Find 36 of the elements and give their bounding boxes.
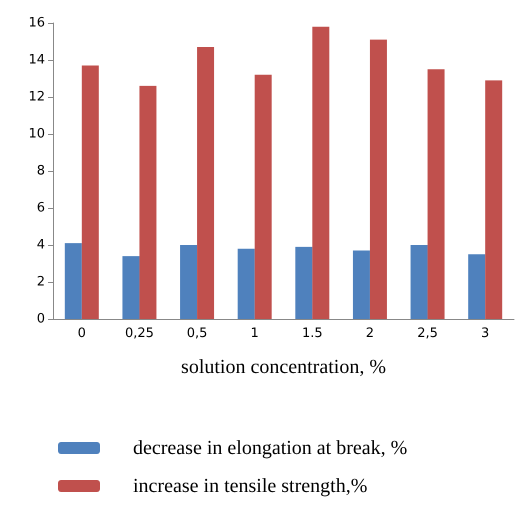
y-tick-label: 14 (28, 52, 45, 68)
bar (139, 86, 156, 319)
bar (197, 47, 214, 319)
legend-label: increase in tensile strength,% (133, 475, 368, 497)
bar (122, 256, 140, 319)
x-axis-title: solution concentration, % (181, 356, 386, 378)
bar (82, 66, 99, 319)
bar (312, 26, 330, 319)
y-tick-label: 16 (28, 16, 45, 30)
x-tick-label: 3 (481, 326, 490, 341)
y-tick-label: 4 (36, 238, 45, 252)
y-tick-label: 0 (36, 312, 45, 326)
x-tick-label: 1 (250, 326, 259, 341)
bar (64, 243, 82, 319)
bar (370, 40, 387, 319)
x-tick-label: 1.5 (302, 326, 323, 341)
x-tick-label: 0 (78, 326, 86, 341)
y-tick-label: 12 (28, 90, 45, 104)
x-tick-label: 2 (366, 326, 374, 341)
y-tick-label: 2 (36, 274, 45, 290)
bar (295, 246, 312, 319)
legend-label: decrease in elongation at break, % (133, 437, 408, 459)
bar (468, 254, 486, 319)
bar (485, 80, 502, 319)
bar (428, 69, 445, 319)
x-tick-label: 0,25 (124, 326, 154, 341)
y-tick-label: 6 (36, 200, 45, 216)
bar (352, 250, 370, 319)
bar (410, 245, 428, 319)
bar (254, 74, 272, 319)
y-tick-label: 8 (36, 164, 45, 178)
x-tick-label: 0,5 (186, 326, 208, 341)
bar (180, 245, 198, 319)
y-tick-label: 10 (28, 126, 45, 142)
x-tick-label: 2,5 (417, 326, 438, 341)
bar (238, 248, 255, 319)
